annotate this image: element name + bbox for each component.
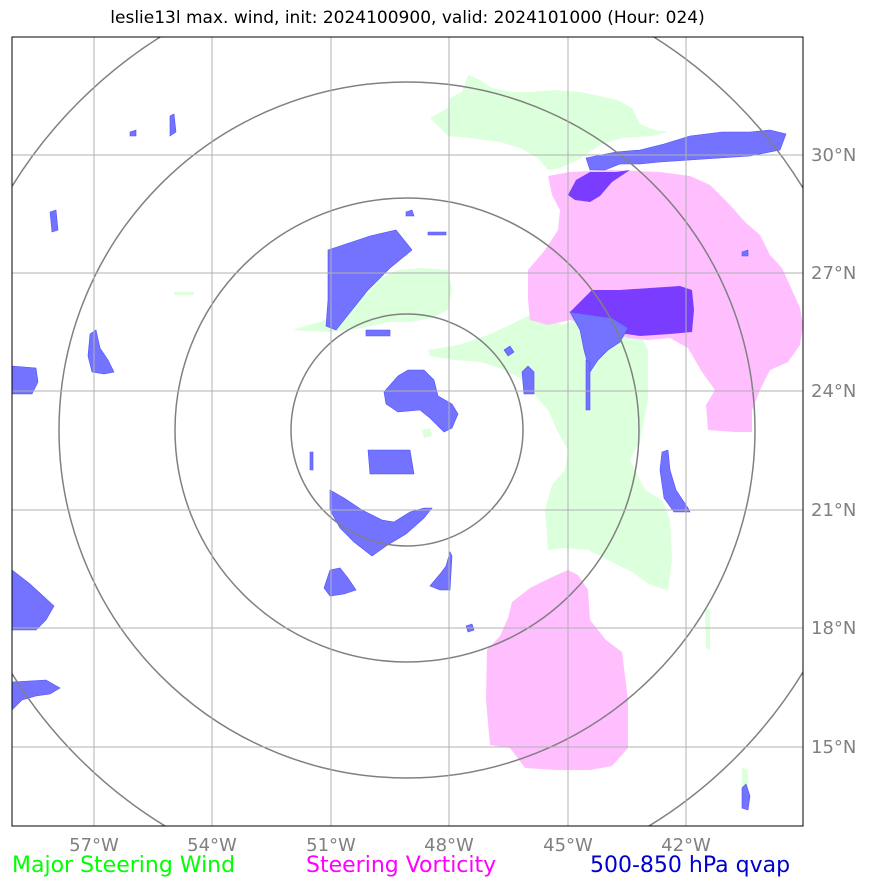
legend-steering-wind: Major Steering Wind [12,853,236,878]
steering-wind-region-north [430,75,668,170]
legend-qvap: 500-850 hPa qvap [590,853,791,878]
qvap-region-east-mid [569,311,629,373]
qvap-region-center-south [367,449,415,475]
qvap-region-west-3 [12,569,55,631]
qvap-region-west-2 [12,365,39,395]
qvap-region-speck-6 [365,329,391,337]
legend-steering-vorticity: Steering Vorticity [306,853,497,878]
qvap-region-speck-12 [309,451,314,471]
steering-vorticity-layer [486,170,803,770]
lat-label-24n: 24°N [811,381,856,402]
steering-wind-speck-3 [174,292,194,295]
overlap-region-north [568,170,630,202]
qvap-region-nw-1 [325,229,413,331]
longitude-labels: 57°W 54°W 51°W 48°W 45°W 42°W [69,835,711,856]
qvap-region-speck-3 [49,209,59,233]
distance-ring-3 [58,81,756,779]
lon-label-42w: 42°W [661,835,711,856]
qvap-region-center [383,369,459,433]
distance-ring-2 [174,197,640,663]
qvap-region-speck-9 [741,249,749,257]
map-title: leslie13l max. wind, init: 2024100900, v… [110,8,705,28]
lon-label-45w: 45°W [543,835,593,856]
map-frame [11,36,804,827]
qvap-region-speck-8 [503,345,515,357]
lat-label-21n: 21°N [811,500,856,521]
lat-label-15n: 15°N [811,737,856,758]
lon-label-54w: 54°W [187,835,237,856]
qvap-region-speck-4 [405,209,415,217]
qvap-region-west-4 [12,679,61,711]
qvap-region-speck-2 [129,129,137,137]
qvap-region-speck-5 [427,231,447,236]
qvap-region-speck-1 [169,113,177,137]
steering-wind-speck-4 [422,428,432,438]
latitude-labels: 30°N 27°N 24°N 21°N 18°N 15°N [811,145,856,758]
lon-label-48w: 48°W [424,835,474,856]
graticule [12,37,803,826]
qvap-region-speck-7 [521,365,535,395]
steering-wind-speck-2 [742,768,748,790]
steering-vorticity-region-south [486,570,628,770]
qvap-region-south-2 [429,551,453,591]
lon-label-57w: 57°W [69,835,119,856]
qvap-region-arc [329,489,433,557]
qvap-region-east-tail [585,359,591,411]
lat-label-27n: 27°N [811,263,856,284]
distance-ring-1 [290,313,524,547]
qvap-region-west-1 [87,329,115,375]
lat-label-18n: 18°N [811,618,856,639]
steering-wind-speck-1 [705,608,710,650]
lat-label-30n: 30°N [811,145,856,166]
qvap-region-speck-10 [741,783,751,811]
lon-label-51w: 51°W [306,835,356,856]
qvap-region-south-1 [323,567,357,597]
steering-wind-region-east [428,315,672,590]
